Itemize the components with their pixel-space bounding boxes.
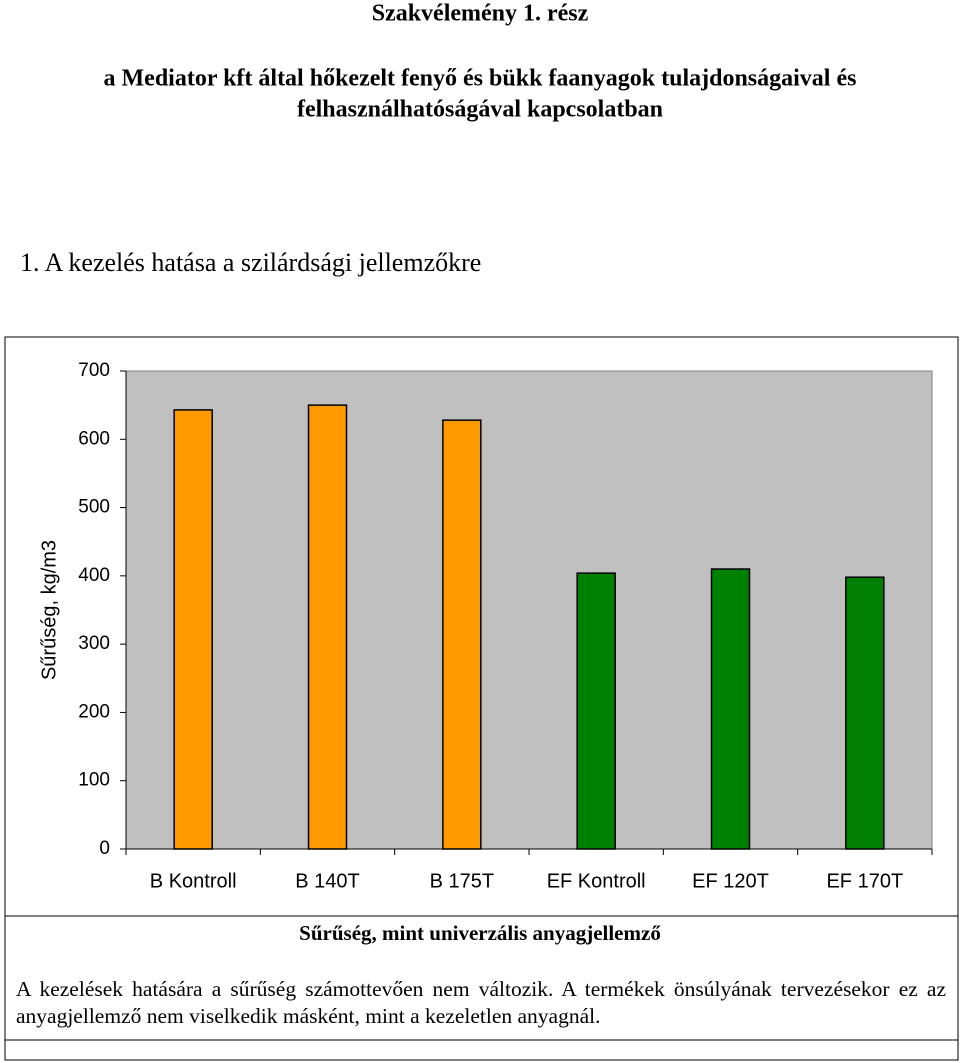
- y-tick-label: 100: [78, 770, 110, 791]
- subtitle: a Mediator kft által hőkezelt fenyő és b…: [104, 66, 857, 92]
- y-tick-label: 300: [78, 633, 110, 654]
- section-heading: 1. A kezelés hatása a szilárdsági jellem…: [20, 248, 481, 277]
- bar: [442, 419, 482, 850]
- y-axis-title: Sűrűség, kg/m3: [38, 540, 60, 680]
- subtitle: felhasználhatóságával kapcsolatban: [297, 97, 663, 123]
- x-tick-label: EF Kontroll: [547, 870, 646, 892]
- caption: Sűrűség, mint univerzális anyagjellemző: [299, 921, 661, 945]
- bar: [576, 572, 616, 850]
- bar: [307, 404, 348, 850]
- y-tick-label: 200: [78, 701, 110, 722]
- bar: [845, 576, 885, 850]
- x-tick-label: EF 120T: [692, 870, 769, 892]
- x-tick-label: B Kontroll: [150, 870, 237, 892]
- paragraph: A kezelések hatására a sűrűség számottev…: [16, 977, 946, 1028]
- plot-area: [125, 370, 933, 850]
- y-tick-label: 700: [78, 360, 110, 381]
- chart-frame: [4, 336, 959, 1061]
- x-tick-label: B 175T: [430, 870, 494, 892]
- title: Szakvélemény 1. rész: [372, 1, 589, 27]
- y-tick-label: 500: [78, 497, 110, 518]
- y-tick-label: 400: [78, 565, 110, 586]
- y-tick-label: 600: [78, 428, 110, 449]
- y-tick-label: 0: [99, 838, 110, 859]
- x-tick-label: EF 170T: [826, 870, 903, 892]
- x-tick-label: B 140T: [295, 870, 359, 892]
- bar: [173, 409, 213, 850]
- bar: [710, 568, 751, 850]
